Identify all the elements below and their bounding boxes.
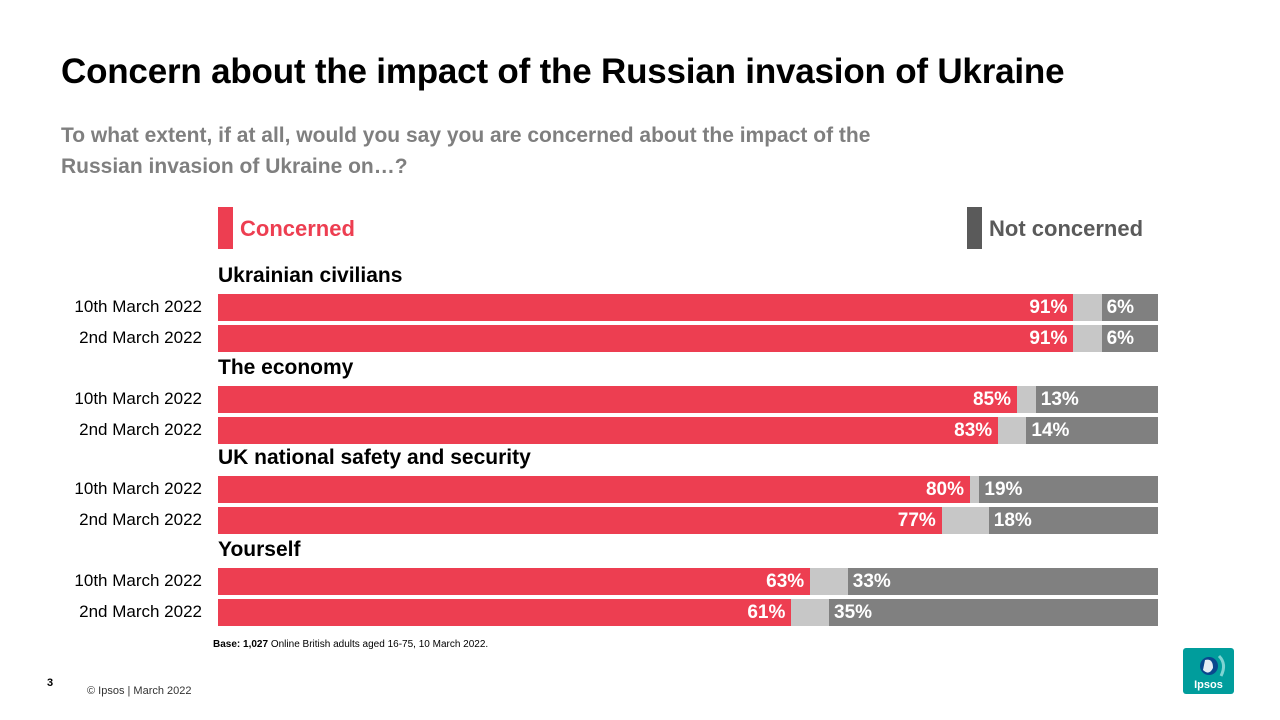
row-label: 2nd March 2022 xyxy=(79,602,202,621)
bar-value-not-concerned: 6% xyxy=(1106,297,1135,318)
page-number: 3 xyxy=(47,677,54,689)
group-label: The economy xyxy=(218,356,354,379)
group-label: Yourself xyxy=(218,538,301,561)
bar-value-concerned: 85% xyxy=(972,389,1011,410)
legend-not-concerned-label: Not concerned xyxy=(989,216,1144,241)
bar-concerned xyxy=(218,599,792,626)
survey-question: To what extent, if at all, would you say… xyxy=(61,124,871,178)
bar-not-concerned xyxy=(829,599,1158,626)
row-label: 10th March 2022 xyxy=(74,479,202,498)
bar-value-concerned: 80% xyxy=(925,479,964,500)
bar-value-concerned: 91% xyxy=(1029,328,1068,349)
bar-not-concerned xyxy=(979,476,1158,503)
bar-concerned xyxy=(218,325,1074,352)
bar-concerned xyxy=(218,476,970,503)
group-label: UK national safety and security xyxy=(218,446,531,469)
bar-neutral xyxy=(998,417,1027,444)
base-text: Online British adults aged 16-75, 10 Mar… xyxy=(270,639,489,650)
base-note: Base: 1,027 Online British adults aged 1… xyxy=(213,639,488,650)
row-label: 10th March 2022 xyxy=(74,297,202,316)
bar-neutral xyxy=(970,476,980,503)
bar-not-concerned xyxy=(988,507,1158,534)
bar-not-concerned xyxy=(1101,294,1158,321)
row-label: 10th March 2022 xyxy=(74,389,202,408)
page-title: Concern about the impact of the Russian … xyxy=(61,52,1065,91)
bar-value-not-concerned: 35% xyxy=(834,602,873,623)
bar-neutral xyxy=(1073,294,1102,321)
row-label: 2nd March 2022 xyxy=(79,510,202,529)
bar-concerned xyxy=(218,386,1017,413)
bar-concerned xyxy=(218,417,999,444)
bar-value-concerned: 91% xyxy=(1029,297,1068,318)
legend-concerned-label: Concerned xyxy=(240,216,355,241)
bar-value-not-concerned: 19% xyxy=(984,479,1023,500)
base-label: Base: xyxy=(213,639,241,650)
bar-value-concerned: 77% xyxy=(897,510,936,531)
bar-concerned xyxy=(218,568,811,595)
group-label: Ukrainian civilians xyxy=(218,264,403,287)
bar-neutral xyxy=(1017,386,1036,413)
footer-copyright: © Ipsos | March 2022 xyxy=(87,685,192,697)
bar-not-concerned xyxy=(847,568,1158,595)
base-value: 1,027 xyxy=(243,639,269,650)
bar-value-concerned: 61% xyxy=(747,602,786,623)
bar-not-concerned xyxy=(1026,417,1158,444)
legend-not-concerned-swatch xyxy=(967,207,982,249)
bar-value-not-concerned: 33% xyxy=(852,571,891,592)
bar-neutral xyxy=(1073,325,1102,352)
logo-text: Ipsos xyxy=(1194,679,1223,691)
bar-value-not-concerned: 18% xyxy=(993,510,1032,531)
ipsos-logo: Ipsos xyxy=(1183,648,1234,694)
bar-neutral xyxy=(791,599,829,626)
bar-concerned xyxy=(218,294,1074,321)
bar-neutral xyxy=(941,507,989,534)
bar-value-concerned: 63% xyxy=(766,571,805,592)
bar-value-not-concerned: 6% xyxy=(1106,328,1135,349)
bar-not-concerned xyxy=(1035,386,1158,413)
row-label: 10th March 2022 xyxy=(74,571,202,590)
bar-concerned xyxy=(218,507,942,534)
bar-value-not-concerned: 13% xyxy=(1040,389,1079,410)
logo-mark-icon xyxy=(1200,654,1226,677)
row-label: 2nd March 2022 xyxy=(79,328,202,347)
bar-value-concerned: 83% xyxy=(954,420,993,441)
bar-not-concerned xyxy=(1101,325,1158,352)
row-label: 2nd March 2022 xyxy=(79,420,202,439)
legend-concerned-swatch xyxy=(218,207,233,249)
bar-value-not-concerned: 14% xyxy=(1031,420,1070,441)
bar-neutral xyxy=(810,568,848,595)
